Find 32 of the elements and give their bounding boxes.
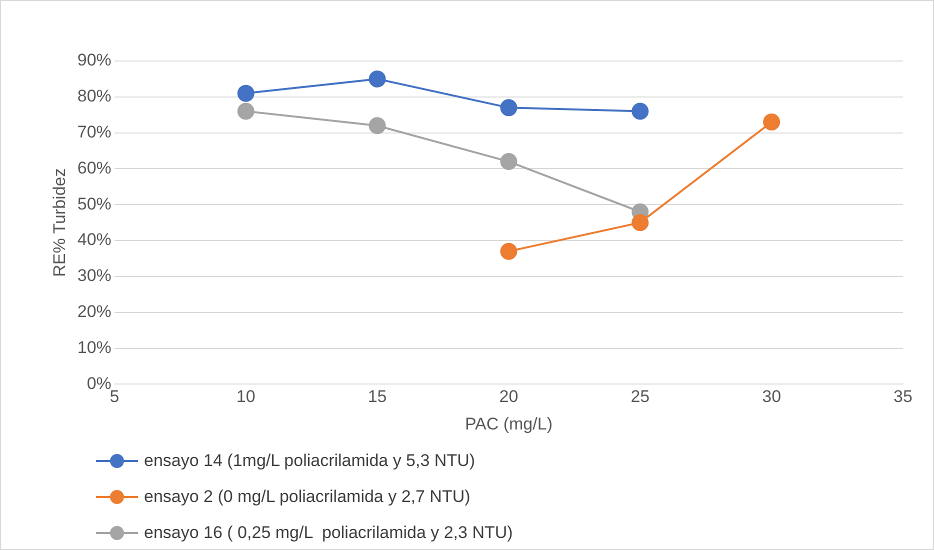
point xyxy=(500,242,518,260)
y-tick-label: 60% xyxy=(77,158,112,178)
y-tick-label: 70% xyxy=(77,122,112,142)
y-tick-label: 80% xyxy=(77,86,112,106)
point xyxy=(500,153,518,170)
point xyxy=(632,102,649,120)
y-tick-label: 50% xyxy=(77,194,112,214)
legend-label: ensayo 14 (1mg/L poliacrilamida y 5,3 NTU) xyxy=(144,451,476,471)
y-tick-label: 20% xyxy=(77,302,112,322)
y-tick-label: 40% xyxy=(77,230,112,250)
point xyxy=(368,70,386,88)
y-tick-label: 0% xyxy=(86,374,112,393)
y-axis-title: RE% Turbidez xyxy=(50,168,69,277)
x-tick-label: 20 xyxy=(499,387,518,406)
legend-label: ensayo 2 (0 mg/L poliacrilamida y 2,7 NTU) xyxy=(144,487,470,507)
x-tick-label: 10 xyxy=(236,387,256,406)
y-tick-label: 30% xyxy=(77,266,112,286)
point xyxy=(237,102,254,120)
y-tick-label: 10% xyxy=(77,338,112,357)
x-tick-label: 15 xyxy=(368,387,387,406)
x-tick-label: 5 xyxy=(110,387,120,406)
legend-label: ensayo 16 ( 0,25 mg/L poliacrilamida y 2,3 NTU) xyxy=(144,523,513,543)
x-axis-title: PAC (mg/L) xyxy=(464,414,552,434)
point xyxy=(500,99,518,116)
x-tick-label: 35 xyxy=(894,387,912,406)
point xyxy=(368,117,386,134)
y-tick-label: 90% xyxy=(77,50,112,70)
x-tick-label: 25 xyxy=(630,387,650,406)
point xyxy=(237,84,254,102)
x-tick-label: 30 xyxy=(762,387,782,406)
point xyxy=(632,214,649,232)
point xyxy=(763,114,780,131)
